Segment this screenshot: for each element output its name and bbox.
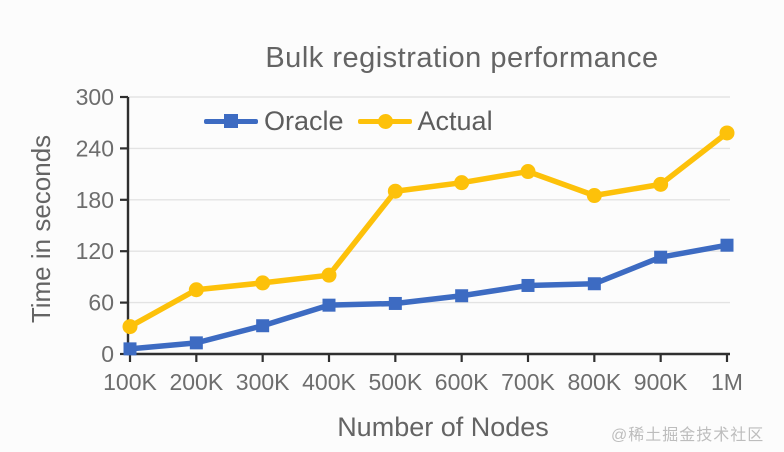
x-tick-label: 200K	[169, 369, 223, 395]
legend: Oracle Actual	[204, 105, 493, 137]
actual-marker	[719, 125, 735, 141]
actual-marker	[255, 275, 271, 291]
y-tick-label: 60	[88, 290, 114, 316]
oracle-marker	[587, 277, 601, 291]
actual-legend-marker	[357, 105, 412, 137]
oracle-marker	[322, 298, 336, 312]
actual-marker	[586, 188, 602, 204]
square-marker-icon	[224, 114, 238, 128]
actual-marker	[387, 183, 403, 199]
oracle-marker	[256, 319, 270, 333]
actual-marker	[653, 176, 669, 192]
y-tick-label: 240	[76, 135, 114, 161]
oracle-marker	[654, 250, 668, 264]
oracle-marker	[189, 336, 203, 350]
x-tick-label: 300K	[236, 369, 290, 395]
oracle-marker	[521, 278, 535, 292]
watermark: @稀土掘金技术社区	[611, 427, 765, 444]
y-axis-label: Time in seconds	[26, 134, 56, 324]
actual-marker	[321, 267, 337, 283]
oracle-legend-marker	[204, 105, 258, 137]
x-tick-label: 700K	[501, 369, 555, 395]
x-tick-label: 1M	[711, 369, 743, 395]
y-tick-label: 180	[76, 187, 114, 213]
chart-title: Bulk registration performance	[265, 42, 659, 74]
oracle-marker	[388, 296, 402, 310]
legend-label-oracle: Oracle	[264, 105, 344, 136]
circle-marker-icon	[377, 113, 393, 129]
actual-marker	[454, 175, 470, 191]
legend-item-oracle: Oracle	[204, 105, 344, 137]
actual-line	[127, 130, 730, 330]
actual-marker	[520, 164, 536, 180]
oracle-marker	[123, 342, 137, 356]
oracle-marker	[455, 289, 469, 303]
oracle-line	[127, 242, 730, 352]
x-axis-label: Number of Nodes	[337, 412, 549, 442]
x-tick-label: 500K	[368, 369, 422, 395]
oracle-marker	[720, 238, 734, 252]
x-tick-label: 100K	[103, 369, 157, 395]
x-tick-label: 900K	[634, 369, 688, 395]
legend-item-actual: Actual	[357, 105, 493, 137]
legend-label-actual: Actual	[417, 105, 493, 136]
x-tick-label: 800K	[567, 369, 621, 395]
x-tick-label: 400K	[302, 369, 356, 395]
y-tick-label: 0	[101, 341, 114, 367]
actual-marker	[122, 319, 138, 335]
x-tick-label: 600K	[435, 369, 489, 395]
y-tick-label: 300	[76, 84, 114, 110]
y-tick-label: 120	[76, 238, 114, 264]
actual-marker	[188, 282, 204, 298]
